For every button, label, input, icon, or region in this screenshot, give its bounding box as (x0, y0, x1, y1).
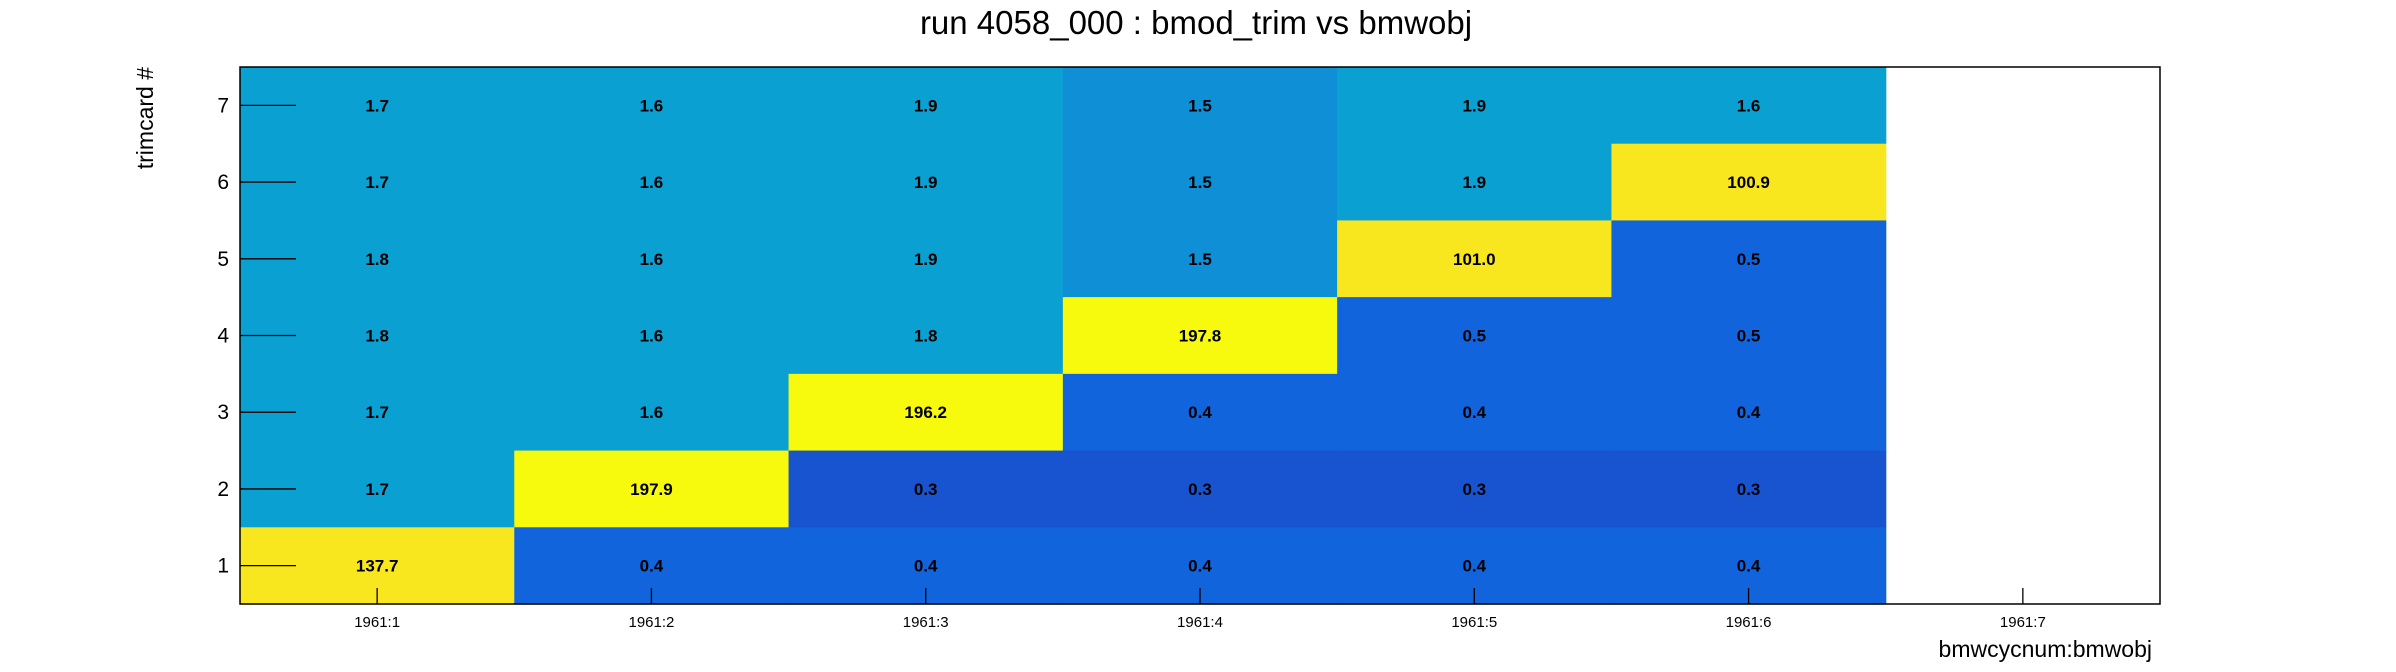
heatmap-cell-label: 0.4 (1737, 403, 1761, 422)
chart-title: run 4058_000 : bmod_trim vs bmwobj (920, 4, 1472, 41)
heatmap-cell (514, 220, 790, 298)
heatmap-cell-label: 0.4 (1462, 403, 1486, 422)
heatmap-cell-label: 1.7 (365, 173, 389, 192)
heatmap-cell (1062, 297, 1338, 375)
heatmap-cell-label: 1.9 (1462, 96, 1486, 115)
y-tick-label: 4 (217, 325, 229, 348)
heatmap-cell-label: 101.0 (1453, 250, 1496, 269)
heatmap-cell (788, 143, 1064, 222)
y-axis: 1 2 3 4 5 6 7 (217, 94, 296, 578)
heatmap-cell-label: 196.2 (904, 403, 947, 422)
x-tick-label: 1961:3 (903, 614, 949, 631)
heatmap-cell-label: 197.8 (1179, 327, 1222, 346)
x-tick-label: 1961:4 (1177, 614, 1223, 631)
heatmap-cell (788, 373, 1064, 452)
y-tick-label: 3 (217, 401, 229, 424)
heatmap-cell (1337, 143, 1613, 222)
heatmap-cell (1337, 220, 1613, 298)
heatmap-cell-label: 1.5 (1188, 96, 1212, 115)
heatmap-cell (514, 297, 790, 375)
x-tick-label: 1961:7 (2000, 614, 2046, 631)
heatmap-cell-label: 0.5 (1737, 327, 1761, 346)
y-axis-title: trimcard # (132, 67, 158, 169)
heatmap-cell (1611, 373, 1887, 452)
heatmap-cell-label: 0.3 (1188, 480, 1212, 499)
y-tick-label: 1 (217, 555, 229, 578)
heatmap-cell-label: 0.4 (640, 557, 664, 576)
heatmap-cell-label: 0.4 (1462, 557, 1486, 576)
heatmap-cell-label: 1.9 (914, 173, 938, 192)
heatmap-cell (1611, 297, 1887, 375)
y-tick-label: 6 (217, 171, 229, 194)
heatmap-cell (514, 373, 790, 452)
heatmap-cell-label: 0.4 (1188, 403, 1212, 422)
y-tick-label: 2 (217, 478, 229, 501)
x-tick-label: 1961:1 (354, 614, 400, 631)
heatmap-cell-label: 197.9 (630, 480, 673, 499)
heatmap-cell-label: 1.6 (640, 327, 664, 346)
heatmap-cells (240, 67, 1887, 605)
heatmap-cell (1611, 450, 1887, 528)
heatmap-cell-label: 1.9 (914, 250, 938, 269)
heatmap-cell (788, 450, 1064, 528)
heatmap-cell-label: 1.9 (914, 96, 938, 115)
heatmap-cell-label: 1.9 (1462, 173, 1486, 192)
heatmap-cell-label: 1.5 (1188, 250, 1212, 269)
heatmap-cell (514, 450, 790, 528)
x-tick-label: 1961:2 (628, 614, 674, 631)
heatmap-cell-label: 1.5 (1188, 173, 1212, 192)
heatmap-cell (1611, 143, 1887, 222)
heatmap-cell-label: 1.6 (1737, 96, 1761, 115)
heatmap-cell (1337, 297, 1613, 375)
x-axis-title: bmwcycnum:bmwobj (1939, 636, 2152, 662)
y-tick-label: 5 (217, 248, 229, 271)
heatmap-cell-label: 1.6 (640, 403, 664, 422)
heatmap-cell-label: 0.4 (1737, 557, 1761, 576)
heatmap-cell (514, 67, 790, 145)
heatmap-cell (1337, 373, 1613, 452)
heatmap-cell (1062, 450, 1338, 528)
heatmap-cell-label: 0.3 (914, 480, 938, 499)
heatmap-cell-label: 0.3 (1462, 480, 1486, 499)
heatmap-cell (1611, 220, 1887, 298)
heatmap-cell (1337, 67, 1613, 145)
heatmap-cell (1337, 450, 1613, 528)
heatmap-cell-label: 1.7 (365, 403, 389, 422)
heatmap-cell-label: 1.6 (640, 173, 664, 192)
heatmap-cell (788, 220, 1064, 298)
heatmap-cell (1062, 373, 1338, 452)
heatmap-cell-label: 1.8 (365, 327, 389, 346)
heatmap-cell-label: 0.3 (1737, 480, 1761, 499)
heatmap-cell-label: 1.6 (640, 96, 664, 115)
heatmap-cell (788, 67, 1064, 145)
heatmap-cell-label: 1.7 (365, 96, 389, 115)
heatmap-cell (1062, 220, 1338, 298)
heatmap-cell (514, 143, 790, 222)
heatmap-cell (1611, 67, 1887, 145)
y-tick-label: 7 (217, 94, 229, 117)
heatmap-cell (1062, 143, 1338, 222)
heatmap-cell-label: 1.8 (365, 250, 389, 269)
heatmap-cell-label: 0.4 (1188, 557, 1212, 576)
heatmap-cell-label: 0.4 (914, 557, 938, 576)
heatmap-cell-label: 0.5 (1462, 327, 1486, 346)
x-tick-label: 1961:5 (1451, 614, 1497, 631)
heatmap-cell-label: 1.6 (640, 250, 664, 269)
heatmap-cell-labels: 1.7 1.6 1.9 1.5 1.9 1.6 1.7 1.6 1.9 1.5 1.9 100.9 1.… (356, 96, 1770, 575)
heatmap-cell-label: 1.7 (365, 480, 389, 499)
heatmap-cell (1062, 67, 1338, 145)
x-axis: 1961:1 1961:2 1961:3 1961:4 1961:5 1961:6 1961… (354, 588, 2046, 631)
x-tick-label: 1961:6 (1726, 614, 1772, 631)
heatmap-cell (788, 297, 1064, 375)
heatmap-cell-label: 1.8 (914, 327, 938, 346)
heatmap-cell-label: 137.7 (356, 557, 399, 576)
heatmap-cell-label: 0.5 (1737, 250, 1761, 269)
heatmap-cell-label: 100.9 (1727, 173, 1770, 192)
